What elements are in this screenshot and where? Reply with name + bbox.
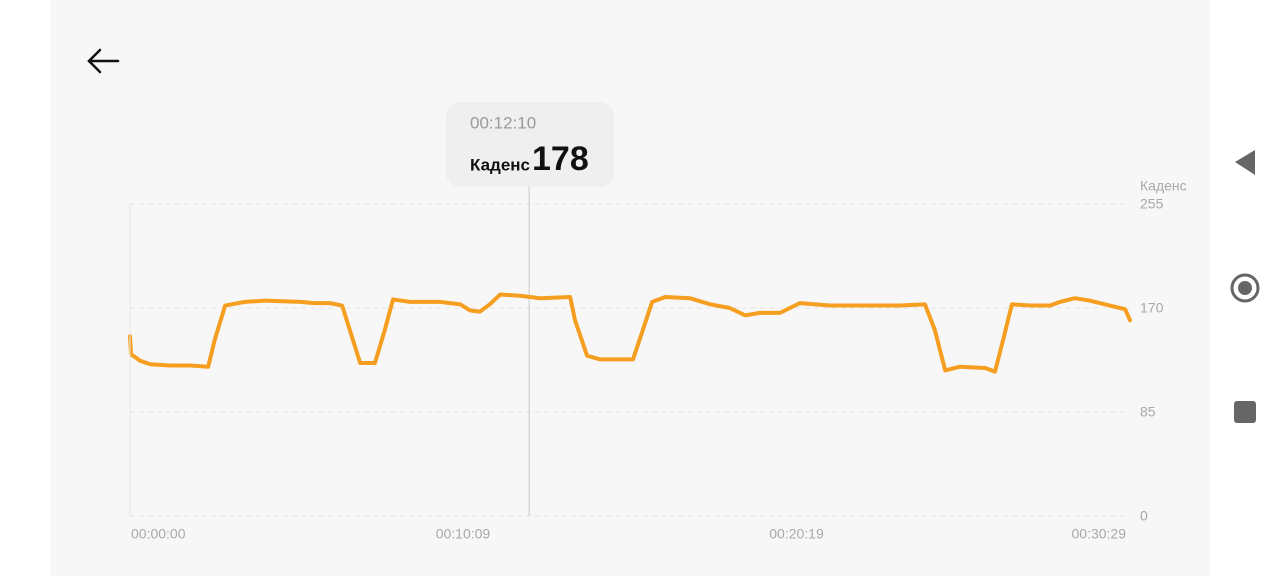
x-tick-label: 00:00:00 <box>131 526 186 542</box>
panel <box>50 0 1210 576</box>
cadence-line <box>128 292 1132 374</box>
nav-home-dot <box>1238 281 1252 295</box>
x-tick-label: 00:20:19 <box>769 526 824 542</box>
nav-home[interactable] <box>1230 273 1260 303</box>
x-tick-label: 00:10:09 <box>436 526 491 542</box>
y-tick-label: 85 <box>1140 404 1156 420</box>
tooltip-box <box>446 102 614 187</box>
tooltip-time: 00:12:10 <box>470 113 536 132</box>
y-axis-title: Каденс <box>1140 178 1187 194</box>
nav-recent[interactable] <box>1234 401 1256 423</box>
arrow-head <box>87 48 102 74</box>
tooltip: 00:12:10 Каденс 178 <box>446 102 614 187</box>
nav-back[interactable] <box>1235 150 1255 175</box>
back-button[interactable] <box>87 48 120 74</box>
x-tick-label: 00:30:29 <box>1072 526 1127 542</box>
tooltip-label: Каденс <box>470 155 530 174</box>
y-tick-label: 170 <box>1140 300 1164 316</box>
y-tick-label: 255 <box>1140 196 1164 212</box>
tooltip-value: 178 <box>532 140 589 178</box>
y-tick-label: 0 <box>1140 508 1148 524</box>
chart: 0 85 170 255 00:00:00 00:10:09 00:20:19 00:30:2… <box>128 187 1164 542</box>
